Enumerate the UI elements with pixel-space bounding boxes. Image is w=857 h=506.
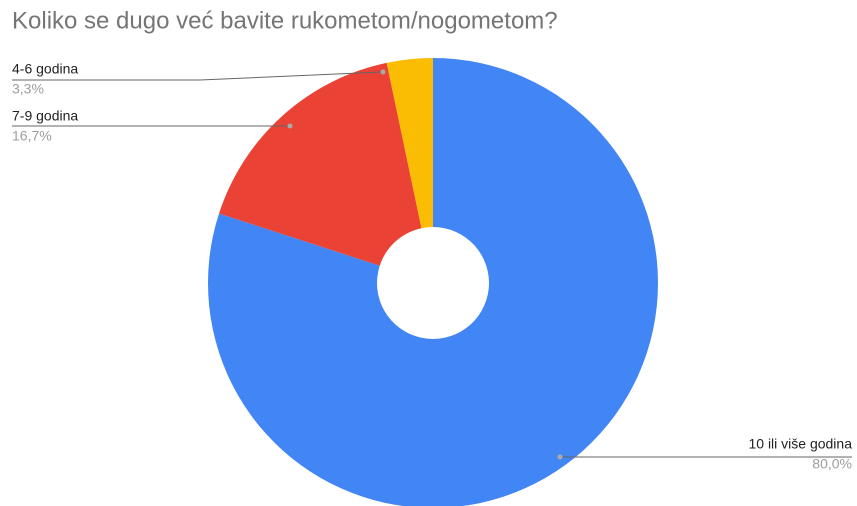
slice-label: 7-9 godina [12,108,78,124]
slice-label: 4-6 godina [12,61,78,77]
slice-value-label: 16,7% [12,128,52,144]
leader-dot [287,123,293,129]
slice-value-label: 3,3% [12,81,44,97]
pie-slice [208,58,658,506]
leader-dot [557,454,563,460]
pie-slice [219,62,422,266]
leader-dot [380,69,386,75]
slice-value-label: 80,0% [812,456,852,472]
slice-label: 10 ili više godina [748,436,852,452]
pie-slice [386,58,433,229]
chart-title: Koliko se dugo već bavite rukometom/nogo… [12,7,558,34]
leader-line [12,71,384,81]
